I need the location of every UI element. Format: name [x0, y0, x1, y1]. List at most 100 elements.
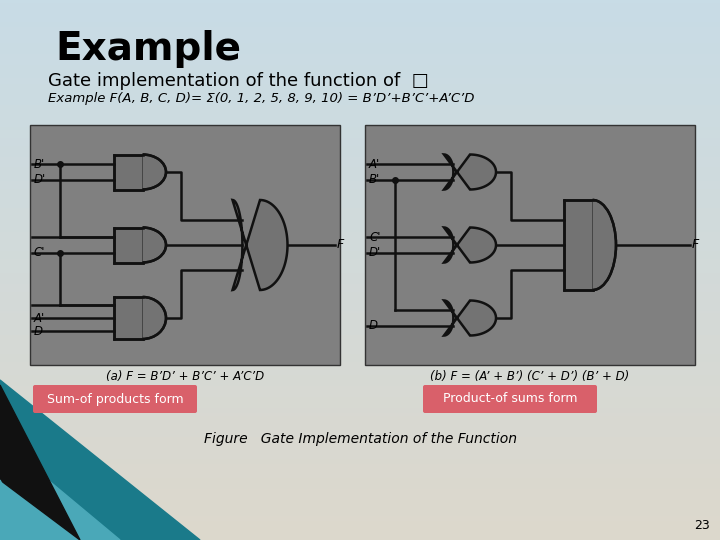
Bar	[0, 356, 720, 359]
Bar	[0, 346, 720, 348]
Bar	[0, 532, 720, 535]
Bar	[0, 308, 720, 310]
Bar	[0, 216, 720, 219]
Bar	[0, 524, 720, 526]
Bar	[0, 100, 720, 103]
Bar	[0, 186, 720, 189]
Bar	[0, 321, 720, 324]
Bar	[0, 267, 720, 270]
Polygon shape	[444, 227, 496, 262]
Text: Figure   Gate Implementation of the Function: Figure Gate Implementation of the Functi…	[204, 432, 516, 446]
Bar	[0, 78, 720, 81]
Bar	[0, 200, 720, 202]
Bar	[0, 446, 720, 448]
Bar	[0, 281, 720, 284]
Bar	[0, 38, 720, 40]
Bar	[0, 313, 720, 316]
Bar	[114, 154, 143, 190]
Bar	[0, 14, 720, 16]
Bar	[0, 92, 720, 94]
Bar	[0, 443, 720, 445]
Bar	[0, 11, 720, 14]
Bar	[0, 124, 720, 127]
Bar	[0, 165, 720, 167]
Bar	[0, 478, 720, 481]
Text: (a) F = B’D’ + B’C’ + A’C’D: (a) F = B’D’ + B’C’ + A’C’D	[106, 370, 264, 383]
Polygon shape	[444, 154, 496, 190]
Bar	[0, 381, 720, 383]
Bar	[0, 40, 720, 43]
Bar	[0, 35, 720, 38]
Bar	[0, 305, 720, 308]
Bar	[0, 235, 720, 238]
Bar	[0, 454, 720, 456]
Bar	[0, 516, 720, 518]
Bar	[0, 248, 720, 251]
Bar	[0, 94, 720, 97]
Bar	[0, 424, 720, 427]
Text: D: D	[34, 325, 43, 338]
Bar	[0, 483, 720, 486]
Bar	[0, 397, 720, 400]
Bar	[0, 491, 720, 494]
Bar	[0, 262, 720, 265]
Bar	[0, 5, 720, 8]
Bar	[0, 529, 720, 532]
Bar	[0, 459, 720, 462]
Bar	[0, 122, 720, 124]
Bar	[0, 364, 720, 367]
Bar	[0, 359, 720, 362]
Bar	[30, 125, 340, 365]
Polygon shape	[143, 297, 166, 339]
Bar	[0, 505, 720, 508]
Bar	[0, 70, 720, 73]
Bar	[0, 475, 720, 478]
Polygon shape	[143, 154, 166, 190]
Bar	[0, 470, 720, 472]
Text: B': B'	[369, 173, 380, 186]
Bar	[0, 392, 720, 394]
Bar	[0, 148, 720, 151]
Bar	[0, 62, 720, 65]
Bar	[0, 208, 720, 211]
Bar	[0, 19, 720, 22]
Bar	[0, 448, 720, 451]
Bar	[0, 472, 720, 475]
Bar	[0, 462, 720, 464]
Bar	[0, 292, 720, 294]
Bar	[0, 49, 720, 51]
Bar	[0, 408, 720, 410]
Bar	[0, 481, 720, 483]
Bar	[0, 421, 720, 424]
Bar	[0, 537, 720, 540]
Bar	[0, 30, 720, 32]
Bar	[0, 310, 720, 313]
Bar	[0, 202, 720, 205]
Bar	[0, 508, 720, 510]
Bar	[0, 224, 720, 227]
Bar	[0, 194, 720, 197]
Bar	[0, 189, 720, 192]
Bar	[0, 370, 720, 373]
Bar	[0, 329, 720, 332]
Bar	[114, 297, 143, 339]
Bar	[0, 173, 720, 176]
Bar	[0, 354, 720, 356]
Text: 23: 23	[694, 519, 710, 532]
Text: Example F(A, B, C, D)= Σ(0, 1, 2, 5, 8, 9, 10) = B’D’+B’C’+A’C’D: Example F(A, B, C, D)= Σ(0, 1, 2, 5, 8, …	[48, 92, 474, 105]
Polygon shape	[0, 385, 80, 540]
Bar	[0, 219, 720, 221]
Bar	[0, 140, 720, 143]
Bar	[0, 316, 720, 319]
Bar	[0, 497, 720, 500]
Bar	[0, 162, 720, 165]
Bar	[0, 86, 720, 89]
Bar	[0, 270, 720, 273]
Bar	[0, 22, 720, 24]
Text: F: F	[337, 239, 344, 252]
Bar	[0, 143, 720, 146]
Polygon shape	[0, 380, 200, 540]
Bar	[0, 211, 720, 213]
Bar	[0, 159, 720, 162]
Bar	[0, 378, 720, 381]
